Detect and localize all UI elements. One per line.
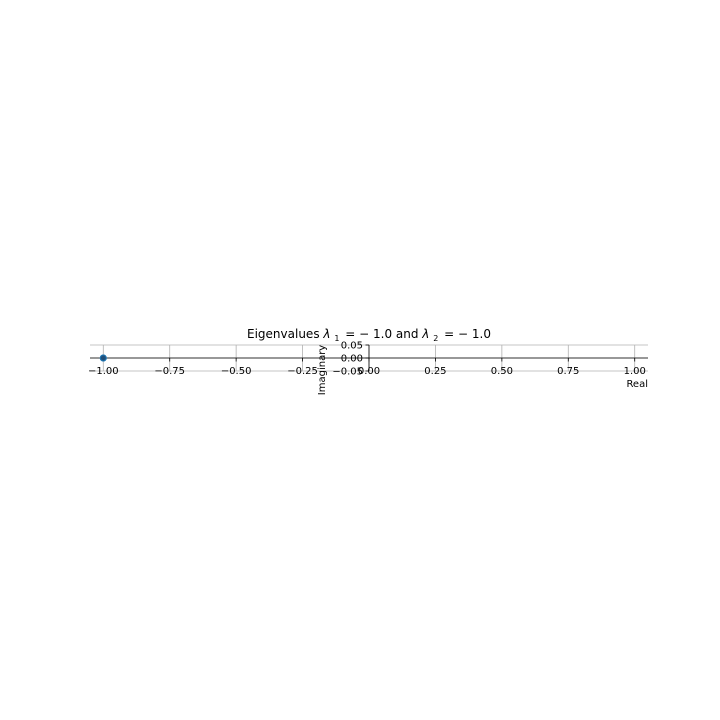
lambda1-value: = − 1.0 xyxy=(345,327,392,341)
chart-title: Eigenvalues λ 1 = − 1.0 and λ 2 = − 1.0 xyxy=(247,327,491,344)
x-tick-label-5: 0.25 xyxy=(424,366,446,377)
eigenvalue-point-2 xyxy=(99,354,107,362)
lambda2-symbol: λ xyxy=(421,327,429,341)
data-points xyxy=(99,354,107,362)
title-mid: and xyxy=(396,327,422,341)
title-prefix: Eigenvalues xyxy=(247,327,323,341)
y-tick-label-1: 0.00 xyxy=(341,354,363,365)
x-tick-label-2: −0.50 xyxy=(221,366,252,377)
y-tick-label-0: 0.05 xyxy=(341,341,363,352)
lambda2-value: = − 1.0 xyxy=(444,327,491,341)
lambda1-subscript: 1 xyxy=(334,334,339,343)
y-tick-label-2: −0.05 xyxy=(332,367,363,378)
y-ticks: 0.05 0.00 −0.05 xyxy=(332,341,369,378)
x-tick-label-0: −1.00 xyxy=(88,366,119,377)
lambda2-subscript: 2 xyxy=(433,334,438,343)
x-tick-label-6: 0.50 xyxy=(491,366,513,377)
x-tick-label-3: −0.25 xyxy=(287,366,318,377)
lambda1-symbol: λ xyxy=(322,327,330,341)
x-tick-label-7: 0.75 xyxy=(557,366,579,377)
x-ticks: −1.00 −0.75 −0.50 −0.25 0.00 0.25 0.50 0.75 1.00 xyxy=(88,358,646,377)
x-axis-label: Real xyxy=(626,379,648,390)
x-tick-label-4: 0.00 xyxy=(358,366,380,377)
x-tick-label-8: 1.00 xyxy=(624,366,646,377)
x-tick-label-1: −0.75 xyxy=(154,366,185,377)
y-axis-label: Imaginary xyxy=(317,345,328,396)
